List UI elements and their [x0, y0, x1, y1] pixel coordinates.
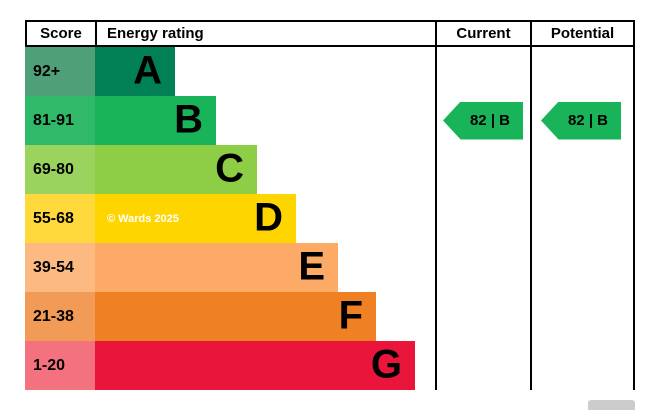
band-letter: D: [254, 194, 283, 239]
current-column-divider: [435, 47, 437, 390]
chart-header: Score Energy rating Current Potential: [25, 20, 635, 47]
right-border: [633, 47, 635, 390]
band-score-cell: 39-54: [25, 243, 95, 292]
band-score-cell: 55-68: [25, 194, 95, 243]
current-arrow: 82 | B: [443, 101, 523, 140]
band-bar: E: [95, 243, 338, 292]
current-arrow-label: 82 | B: [469, 112, 511, 129]
band-score-cell: 92+: [25, 47, 95, 96]
potential-column: 82 | B: [530, 47, 633, 390]
band-letter: G: [370, 341, 402, 386]
chart-body: 92+ A 81-91 B 69-80 C: [25, 47, 635, 390]
band-letter: B: [174, 96, 203, 141]
chart-area: Score Energy rating Current Potential 92…: [25, 20, 635, 390]
band-letter: F: [338, 292, 363, 337]
potential-arrow-label: 82 | B: [567, 112, 609, 129]
current-column-header: Current: [437, 22, 532, 45]
band-score-cell: 81-91: [25, 96, 95, 145]
band-row-a: 92+ A: [25, 47, 435, 96]
band-score-cell: 69-80: [25, 145, 95, 194]
band-letter: E: [298, 243, 325, 288]
band-score-cell: 21-38: [25, 292, 95, 341]
rating-bands: 92+ A 81-91 B 69-80 C: [25, 47, 435, 390]
band-letter: C: [215, 145, 244, 190]
band-row-e: 39-54 E: [25, 243, 435, 292]
band-row-c: 69-80 C: [25, 145, 435, 194]
potential-arrow: 82 | B: [541, 101, 621, 140]
potential-column-divider: [530, 47, 532, 390]
band-bar: C: [95, 145, 257, 194]
band-row-d: 55-68 © Wards 2025 D: [25, 194, 435, 243]
band-letter: A: [133, 47, 162, 92]
copyright-watermark: © Wards 2025: [107, 212, 179, 225]
energy-rating-column-header: Energy rating: [97, 22, 437, 45]
band-bar: A: [95, 47, 175, 96]
band-bar: F: [95, 292, 376, 341]
cropped-logo-artifact: [588, 400, 635, 410]
current-column: 82 | B: [435, 47, 530, 390]
potential-column-header: Potential: [550, 25, 615, 42]
score-column-header: Score: [27, 22, 97, 45]
band-row-b: 81-91 B: [25, 96, 435, 145]
band-row-g: 1-20 G: [25, 341, 435, 390]
band-row-f: 21-38 F: [25, 292, 435, 341]
band-bar: B: [95, 96, 216, 145]
band-bar: © Wards 2025 D: [95, 194, 296, 243]
band-bar: G: [95, 341, 415, 390]
band-score-cell: 1-20: [25, 341, 95, 390]
